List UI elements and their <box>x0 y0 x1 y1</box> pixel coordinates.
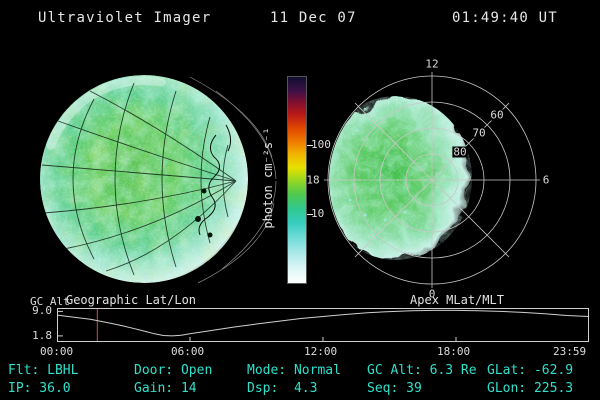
header-date: 11 Dec 07 <box>270 10 357 26</box>
status-glon: GLon: 225.3 <box>487 381 574 396</box>
coastline <box>195 124 232 238</box>
status-flt: Flt: LBHL <box>8 363 79 378</box>
left-panel-caption: Geographic Lat/Lon <box>65 293 197 307</box>
mlt-spokes <box>324 72 540 288</box>
alt-plot-ylabel: GC Alt <box>30 295 70 308</box>
alt-plot-frame <box>57 308 589 342</box>
colorbar-tick-100 <box>307 145 313 146</box>
colorbar-tick-label-10: 10 <box>311 207 325 220</box>
auroral-oval-pixels <box>329 96 472 260</box>
altitude-curve <box>57 309 589 337</box>
polar-projection-image <box>324 72 540 288</box>
colorbar-label: photon cm⁻²s⁻¹ <box>261 127 275 229</box>
mlat-ring-label-80: 80 <box>452 145 468 159</box>
grid-beyond-limb <box>189 76 277 284</box>
alt-xtick-label-2: 12:00 <box>304 345 338 358</box>
mlt-label-6: 6 <box>542 173 550 187</box>
colorbar-tick-10 <box>307 214 313 215</box>
alt-xtick-label-1: 06:00 <box>171 345 205 358</box>
alt-ytick-label-1.8: 1.8 <box>32 329 52 342</box>
mlat-ring-label-70: 70 <box>471 126 487 140</box>
alt-xtick-label-3: 18:00 <box>437 345 471 358</box>
mlt-label-12: 12 <box>425 57 439 71</box>
colorbar <box>287 76 313 284</box>
alt-xtick-label-4: 23:59 <box>553 345 587 358</box>
status-seq: Seq: 39 <box>367 381 422 396</box>
colorbar-tick-label-100: 100 <box>311 138 331 151</box>
status-ip: IP: 36.0 <box>8 381 71 396</box>
mlat-ring-label-60: 60 <box>489 108 505 122</box>
status-glat: GLat: -62.9 <box>487 363 574 378</box>
gc-alt-plot <box>57 308 589 342</box>
scattered-emission <box>348 108 407 222</box>
status-door: Door: Open <box>134 363 213 378</box>
mlt-label-18: 18 <box>306 173 320 187</box>
right-panel-caption: Apex MLat/MLT <box>410 293 504 307</box>
status-gc-alt: GC Alt: 6.3 Re <box>367 363 477 378</box>
geographic-grid <box>41 82 237 276</box>
alt-ytick-label-9: 9.0 <box>32 304 52 317</box>
uv-disk-pixels <box>40 75 248 283</box>
status-mode: Mode: Normal <box>247 363 341 378</box>
status-gain: Gain: 14 <box>134 381 197 396</box>
header-time: 01:49:40 UT <box>452 10 558 26</box>
alt-xtick-label-0: 00:00 <box>40 345 74 358</box>
status-dsp: Dsp: 4.3 <box>247 381 318 396</box>
uv-earth-disk-image <box>40 75 277 284</box>
page-title: Ultraviolet Imager <box>38 10 212 26</box>
mlt-label-0: 0 <box>428 287 436 301</box>
